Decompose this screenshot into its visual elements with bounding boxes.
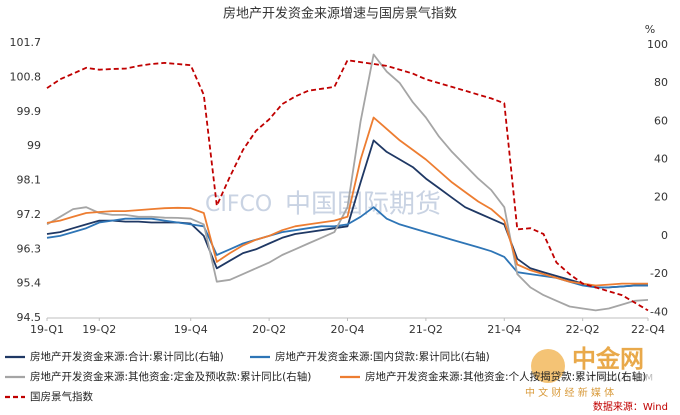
series-line bbox=[46, 59, 649, 312]
x-tick-label: 20-Q4 bbox=[330, 323, 364, 336]
series-line bbox=[46, 206, 648, 289]
y2-tick-label: 100 bbox=[647, 38, 668, 51]
y2-tick-label: 80 bbox=[654, 76, 668, 89]
y-tick-label: 96.3 bbox=[17, 242, 42, 255]
logo: 中金网 bbox=[572, 345, 644, 373]
y2-tick-label: 40 bbox=[654, 152, 668, 165]
y-tick-label: 98.1 bbox=[17, 174, 42, 187]
x-tick-label: 21-Q4 bbox=[487, 323, 521, 336]
legend-label: 房地产开发资金来源:合计:累计同比(右轴) bbox=[30, 350, 224, 363]
y-tick-label: 95.4 bbox=[17, 277, 42, 290]
x-tick-label: 21-Q2 bbox=[409, 323, 443, 336]
y2-axis-label: % bbox=[645, 23, 655, 36]
legend-label: 国房景气指数 bbox=[30, 390, 93, 403]
y2-tick-label: -40 bbox=[650, 305, 668, 318]
y2-tick-label: -20 bbox=[650, 267, 668, 280]
y-tick-label: 99.9 bbox=[17, 105, 42, 118]
logo-icon bbox=[531, 349, 565, 383]
logo-url: CNGOLD.COM bbox=[590, 374, 653, 384]
x-tick-label: 19-Q4 bbox=[174, 323, 208, 336]
source: 数据来源：Wind bbox=[593, 400, 668, 413]
y-tick-label: 94.5 bbox=[17, 311, 42, 324]
series-line bbox=[46, 116, 648, 287]
y2-tick-label: 20 bbox=[654, 191, 668, 204]
y-tick-label: 99 bbox=[27, 139, 41, 152]
y2-tick-label: 0 bbox=[661, 229, 668, 242]
series-line bbox=[46, 53, 649, 312]
x-tick-label: 19-Q1 bbox=[30, 323, 64, 336]
y-tick-label: 101.7 bbox=[10, 36, 42, 49]
legend-label: 房地产开发资金来源:其他资金:个人按揭贷款:累计同比(右轴) bbox=[365, 370, 646, 383]
logo-sub: 中 文 财 经 新 媒 体 bbox=[525, 386, 614, 399]
y-tick-label: 100.8 bbox=[10, 70, 42, 83]
series-line bbox=[46, 139, 648, 289]
y2-tick-label: 60 bbox=[654, 114, 668, 127]
x-tick-label: 22-Q4 bbox=[631, 323, 665, 336]
y-tick-label: 97.2 bbox=[17, 208, 42, 221]
x-tick-label: 22-Q2 bbox=[566, 323, 600, 336]
legend-label: 房地产开发资金来源:国内贷款:累计同比(右轴) bbox=[275, 350, 490, 363]
legend: 房地产开发资金来源:合计:累计同比(右轴) 房地产开发资金来源:国内贷款:累计同比… bbox=[5, 350, 646, 403]
x-tick-label: 20-Q2 bbox=[252, 323, 286, 336]
x-tick-label: 19-Q2 bbox=[82, 323, 116, 336]
chart-title: 房地产开发资金来源增速与国房景气指数 bbox=[223, 6, 457, 22]
legend-label: 房地产开发资金来源:其他资金:定金及预收款:累计同比(右轴) bbox=[30, 370, 311, 383]
